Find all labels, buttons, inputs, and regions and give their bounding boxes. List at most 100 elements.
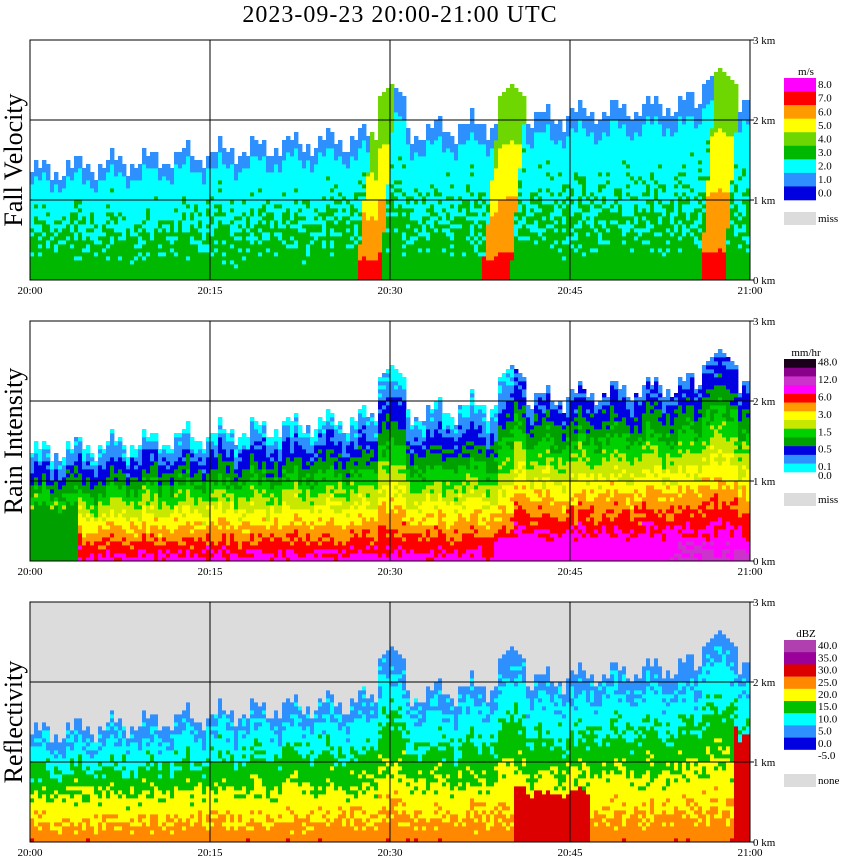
colorbar-swatch xyxy=(784,446,816,456)
colorbar-label: 0.1 xyxy=(818,461,832,473)
panel-3: 0 km 1 km 2 km 3 km 20:00 20:15 20:30 20:45 21:0… xyxy=(0,597,840,859)
colorbar-unit: dBZ xyxy=(796,628,816,640)
colorbar-swatch xyxy=(784,385,816,395)
colorbar-label: 5.0 xyxy=(818,120,832,132)
colorbar-label: 30.0 xyxy=(818,665,838,677)
colorbar-label: 20.0 xyxy=(818,689,838,701)
y-tick-label: 0 km xyxy=(753,556,776,568)
colorbar-swatch xyxy=(784,725,816,738)
y-axis-label: Rain Intensity xyxy=(0,368,28,515)
colorbar-swatch xyxy=(784,713,816,726)
y-axis-label: Reflectivity xyxy=(0,661,28,784)
x-tick-label: 20:15 xyxy=(197,285,223,297)
colorbar-swatch xyxy=(784,118,816,133)
colorbar-label: 3.0 xyxy=(818,409,832,421)
x-tick-label: 21:00 xyxy=(737,847,763,859)
heatmap-cells xyxy=(30,349,751,562)
colorbar-label: 5.0 xyxy=(818,726,832,738)
x-tick-label: 20:30 xyxy=(377,566,403,578)
plot-frame xyxy=(29,320,751,562)
panel-1: 0 km 1 km 2 km 3 km 20:00 20:15 20:30 20:45 21:0… xyxy=(0,35,838,297)
colorbar-label: 15.0 xyxy=(818,701,838,713)
y-tick-label: 1 km xyxy=(753,195,776,207)
colorbar-label: 3.0 xyxy=(818,147,832,159)
colorbar-label: 1.5 xyxy=(818,426,832,438)
x-tick-label: 21:00 xyxy=(737,285,763,297)
colorbar-unit: mm/hr xyxy=(791,347,821,359)
colorbar-unit: m/s xyxy=(798,66,814,78)
colorbar-label: 0.5 xyxy=(818,444,832,456)
colorbar-label: 25.0 xyxy=(818,677,838,689)
chart-title: 2023-09-23 20:00-21:00 UTC xyxy=(0,0,800,30)
colorbar-swatch xyxy=(784,367,816,377)
colorbar-swatch xyxy=(784,640,816,653)
x-tick-label: 21:00 xyxy=(737,566,763,578)
colorbar: m/s 8.0 7.06.0 5.04.0 3.0 2.01.0 0.0 miss xyxy=(784,66,838,225)
colorbar: dBZ40.035.030.025.020.015.010.05.00.0-5.… xyxy=(784,628,840,787)
colorbar-swatch xyxy=(784,652,816,665)
y-tick-label: 1 km xyxy=(753,476,776,488)
colorbar-label: 35.0 xyxy=(818,652,838,664)
colorbar-swatch xyxy=(784,393,816,403)
colorbar-label: 0.0 xyxy=(818,188,832,200)
colorbar-swatch xyxy=(784,186,816,201)
colorbar-swatch xyxy=(784,749,816,763)
y-tick-label: 2 km xyxy=(753,115,776,127)
colorbar-swatch xyxy=(784,105,816,119)
missing-swatch xyxy=(784,212,816,225)
colorbar-label: 8.0 xyxy=(818,79,832,91)
colorbar-label: 4.0 xyxy=(818,133,832,145)
colorbar-swatch xyxy=(784,701,816,714)
colorbar-swatch xyxy=(784,91,816,106)
x-tick-label: 20:15 xyxy=(197,847,223,859)
colorbar-swatch xyxy=(784,376,816,386)
panel-2: 0 km 1 km 2 km 3 km 20:00 20:15 20:30 20:45 21:0… xyxy=(0,316,838,578)
missing-swatch xyxy=(784,493,816,506)
colorbar-swatch xyxy=(784,411,816,421)
colorbar-swatch xyxy=(784,737,816,751)
colorbar-swatch xyxy=(784,172,816,187)
y-tick-label: 3 km xyxy=(753,35,776,47)
missing-label: none xyxy=(818,775,840,787)
y-tick-label: 3 km xyxy=(753,597,776,609)
y-tick-label: 3 km xyxy=(753,316,776,328)
colorbar-swatch xyxy=(784,472,816,482)
colorbar-swatch xyxy=(784,664,816,677)
colorbar-swatch xyxy=(784,132,816,147)
colorbar-label: 48.0 xyxy=(818,357,838,369)
colorbar-swatch xyxy=(784,402,816,412)
x-tick-label: 20:00 xyxy=(17,847,43,859)
x-tick-label: 20:00 xyxy=(17,566,43,578)
missing-label: miss xyxy=(818,213,838,225)
colorbar-swatch xyxy=(784,145,816,160)
heatmap-cells xyxy=(30,68,751,281)
colorbar-swatch xyxy=(784,428,816,438)
colorbar-swatch xyxy=(784,359,816,369)
colorbar-label: 6.0 xyxy=(818,391,832,403)
colorbar-swatch xyxy=(784,688,816,702)
colorbar-label: 0.0 xyxy=(818,738,832,750)
x-tick-label: 20:30 xyxy=(377,285,403,297)
x-tick-label: 20:30 xyxy=(377,847,403,859)
missing-swatch xyxy=(784,774,816,787)
colorbar-label: 40.0 xyxy=(818,640,838,652)
colorbar-swatch xyxy=(784,454,816,464)
colorbar-label: 12.0 xyxy=(818,374,838,386)
plot-frame xyxy=(29,39,751,281)
colorbar-swatch xyxy=(784,78,816,92)
x-tick-label: 20:45 xyxy=(557,566,583,578)
heatmap-cells xyxy=(30,602,751,843)
missing-label: miss xyxy=(818,494,838,506)
colorbar-label: 10.0 xyxy=(818,713,838,725)
colorbar-label: 1.0 xyxy=(818,174,832,186)
y-tick-label: 1 km xyxy=(753,757,776,769)
x-tick-label: 20:15 xyxy=(197,566,223,578)
colorbar-swatch xyxy=(784,420,816,430)
colorbar-label: 7.0 xyxy=(818,93,832,105)
colorbar-label: 6.0 xyxy=(818,106,832,118)
colorbar-swatch xyxy=(784,463,816,473)
x-tick-label: 20:45 xyxy=(557,285,583,297)
colorbar-swatch xyxy=(784,437,816,447)
